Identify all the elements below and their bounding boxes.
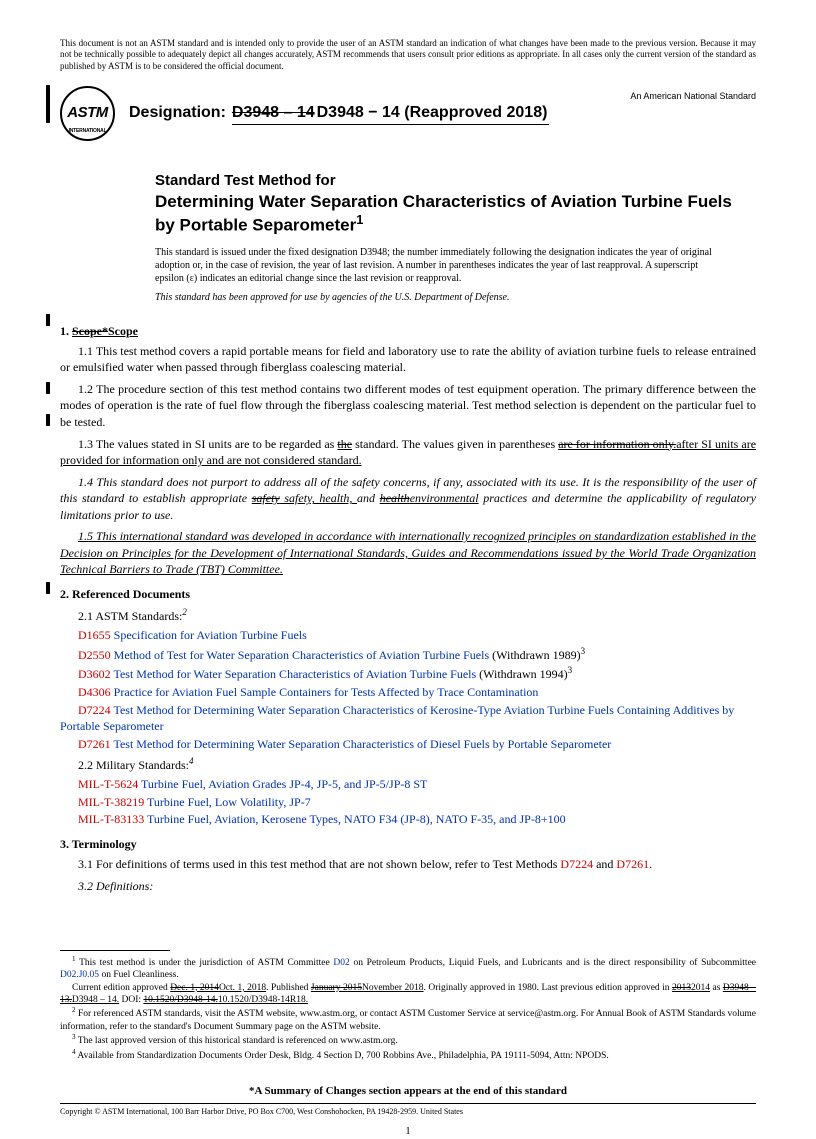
ref-item: MIL-T-5624 Turbine Fuel, Aviation Grades… [60,776,756,793]
astm-logo: ASTM INTERNATIONAL [60,86,115,141]
change-bar [46,382,50,394]
page-number: 1 [60,1124,756,1139]
ref-item: D2550 Method of Test for Water Separatio… [60,645,756,664]
logo-main-text: ASTM [67,103,108,123]
footnote-1: 1 This test method is under the jurisdic… [60,955,756,982]
para-1-1: 1.1 This test method covers a rapid port… [60,343,756,376]
footnote-1b: Current edition approved Dec. 1, 2014Oct… [60,982,756,1007]
subhead-2-1: 2.1 ASTM Standards:2 [60,606,756,624]
mil-refs-list: MIL-T-5624 Turbine Fuel, Aviation Grades… [60,776,756,828]
section-3-head: 3. Terminology [60,836,756,852]
change-bar [46,85,50,123]
designation-old: D3948 – 14 [232,102,315,125]
change-bar [46,582,50,594]
designation-label: Designation: [129,102,226,124]
section-1-head: 1. Scope*Scope [60,323,756,339]
title-prefix: Standard Test Method for [155,171,756,191]
footnote-3: 3 The last approved version of this hist… [60,1033,756,1048]
para-1-4: 1.4 This standard does not purport to ad… [60,474,756,524]
logo-sub-text: INTERNATIONAL [69,128,107,135]
para-1-5: 1.5 This international standard was deve… [60,528,756,578]
ref-item: MIL-T-83133 Turbine Fuel, Aviation, Kero… [60,811,756,828]
designation-block: Designation: D3948 – 14 D3948 − 14 (Reap… [129,102,630,125]
para-1-3: 1.3 The values stated in SI units are to… [60,436,756,469]
para-1-2: 1.2 The procedure section of this test m… [60,381,756,431]
national-standard-label: An American National Standard [630,86,756,102]
summary-of-changes-note: *A Summary of Changes section appears at… [60,1084,756,1099]
copyright-line: Copyright © ASTM International, 100 Barr… [60,1103,756,1118]
header-row: ASTM INTERNATIONAL Designation: D3948 – … [60,86,756,141]
ref-item: D4306 Practice for Aviation Fuel Sample … [60,684,756,701]
change-bar [46,414,50,426]
para-3-2: 3.2 Definitions: [60,878,756,894]
subhead-2-2: 2.2 Military Standards:4 [60,755,756,773]
ref-item: D3602 Test Method for Water Separation C… [60,664,756,683]
change-bar [46,314,50,326]
footnote-4: 4 Available from Standardization Documen… [60,1048,756,1063]
section-2-head: 2. Referenced Documents [60,586,756,602]
designation-new: D3948 − 14 (Reapproved 2018) [315,102,550,125]
ref-item: D7224 Test Method for Determining Water … [60,702,756,735]
footnote-2: 2 For referenced ASTM standards, visit t… [60,1006,756,1033]
dod-approval-note: This standard has been approved for use … [155,291,756,305]
title-main: Determining Water Separation Characteris… [155,191,756,236]
ref-item: D7261 Test Method for Determining Water … [60,736,756,753]
ref-item: MIL-T-38219 Turbine Fuel, Low Volatility… [60,794,756,811]
issuance-note: This standard is issued under the fixed … [155,246,756,285]
astm-refs-list: D1655 Specification for Aviation Turbine… [60,627,756,752]
disclaimer-text: This document is not an ASTM standard an… [60,38,756,72]
footnote-separator [60,950,170,951]
ref-item: D1655 Specification for Aviation Turbine… [60,627,756,644]
para-3-1: 3.1 For definitions of terms used in thi… [60,856,756,873]
title-block: Standard Test Method for Determining Wat… [155,171,756,236]
